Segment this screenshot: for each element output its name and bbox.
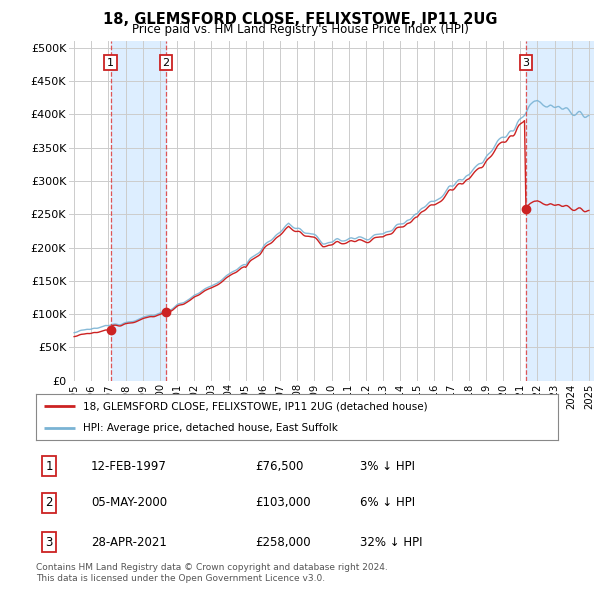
Text: 32% ↓ HPI: 32% ↓ HPI xyxy=(359,536,422,549)
Text: 3% ↓ HPI: 3% ↓ HPI xyxy=(359,460,415,473)
Text: 18, GLEMSFORD CLOSE, FELIXSTOWE, IP11 2UG (detached house): 18, GLEMSFORD CLOSE, FELIXSTOWE, IP11 2U… xyxy=(83,401,428,411)
Text: 2: 2 xyxy=(163,58,169,68)
Text: 3: 3 xyxy=(523,58,529,68)
Bar xyxy=(110,41,166,381)
Bar xyxy=(526,41,594,381)
Text: 12-FEB-1997: 12-FEB-1997 xyxy=(91,460,167,473)
Text: 18, GLEMSFORD CLOSE, FELIXSTOWE, IP11 2UG: 18, GLEMSFORD CLOSE, FELIXSTOWE, IP11 2U… xyxy=(103,12,497,27)
Text: Contains HM Land Registry data © Crown copyright and database right 2024.
This d: Contains HM Land Registry data © Crown c… xyxy=(36,563,388,583)
Text: 6% ↓ HPI: 6% ↓ HPI xyxy=(359,496,415,510)
Text: 1: 1 xyxy=(46,460,53,473)
Text: 3: 3 xyxy=(46,536,53,549)
Text: 28-APR-2021: 28-APR-2021 xyxy=(91,536,167,549)
Text: £76,500: £76,500 xyxy=(255,460,304,473)
Text: £258,000: £258,000 xyxy=(255,536,311,549)
Text: HPI: Average price, detached house, East Suffolk: HPI: Average price, detached house, East… xyxy=(83,423,338,433)
Text: Price paid vs. HM Land Registry's House Price Index (HPI): Price paid vs. HM Land Registry's House … xyxy=(131,23,469,36)
Text: 2: 2 xyxy=(46,496,53,510)
Text: 05-MAY-2000: 05-MAY-2000 xyxy=(91,496,167,510)
Text: £103,000: £103,000 xyxy=(255,496,311,510)
Text: 1: 1 xyxy=(107,58,114,68)
